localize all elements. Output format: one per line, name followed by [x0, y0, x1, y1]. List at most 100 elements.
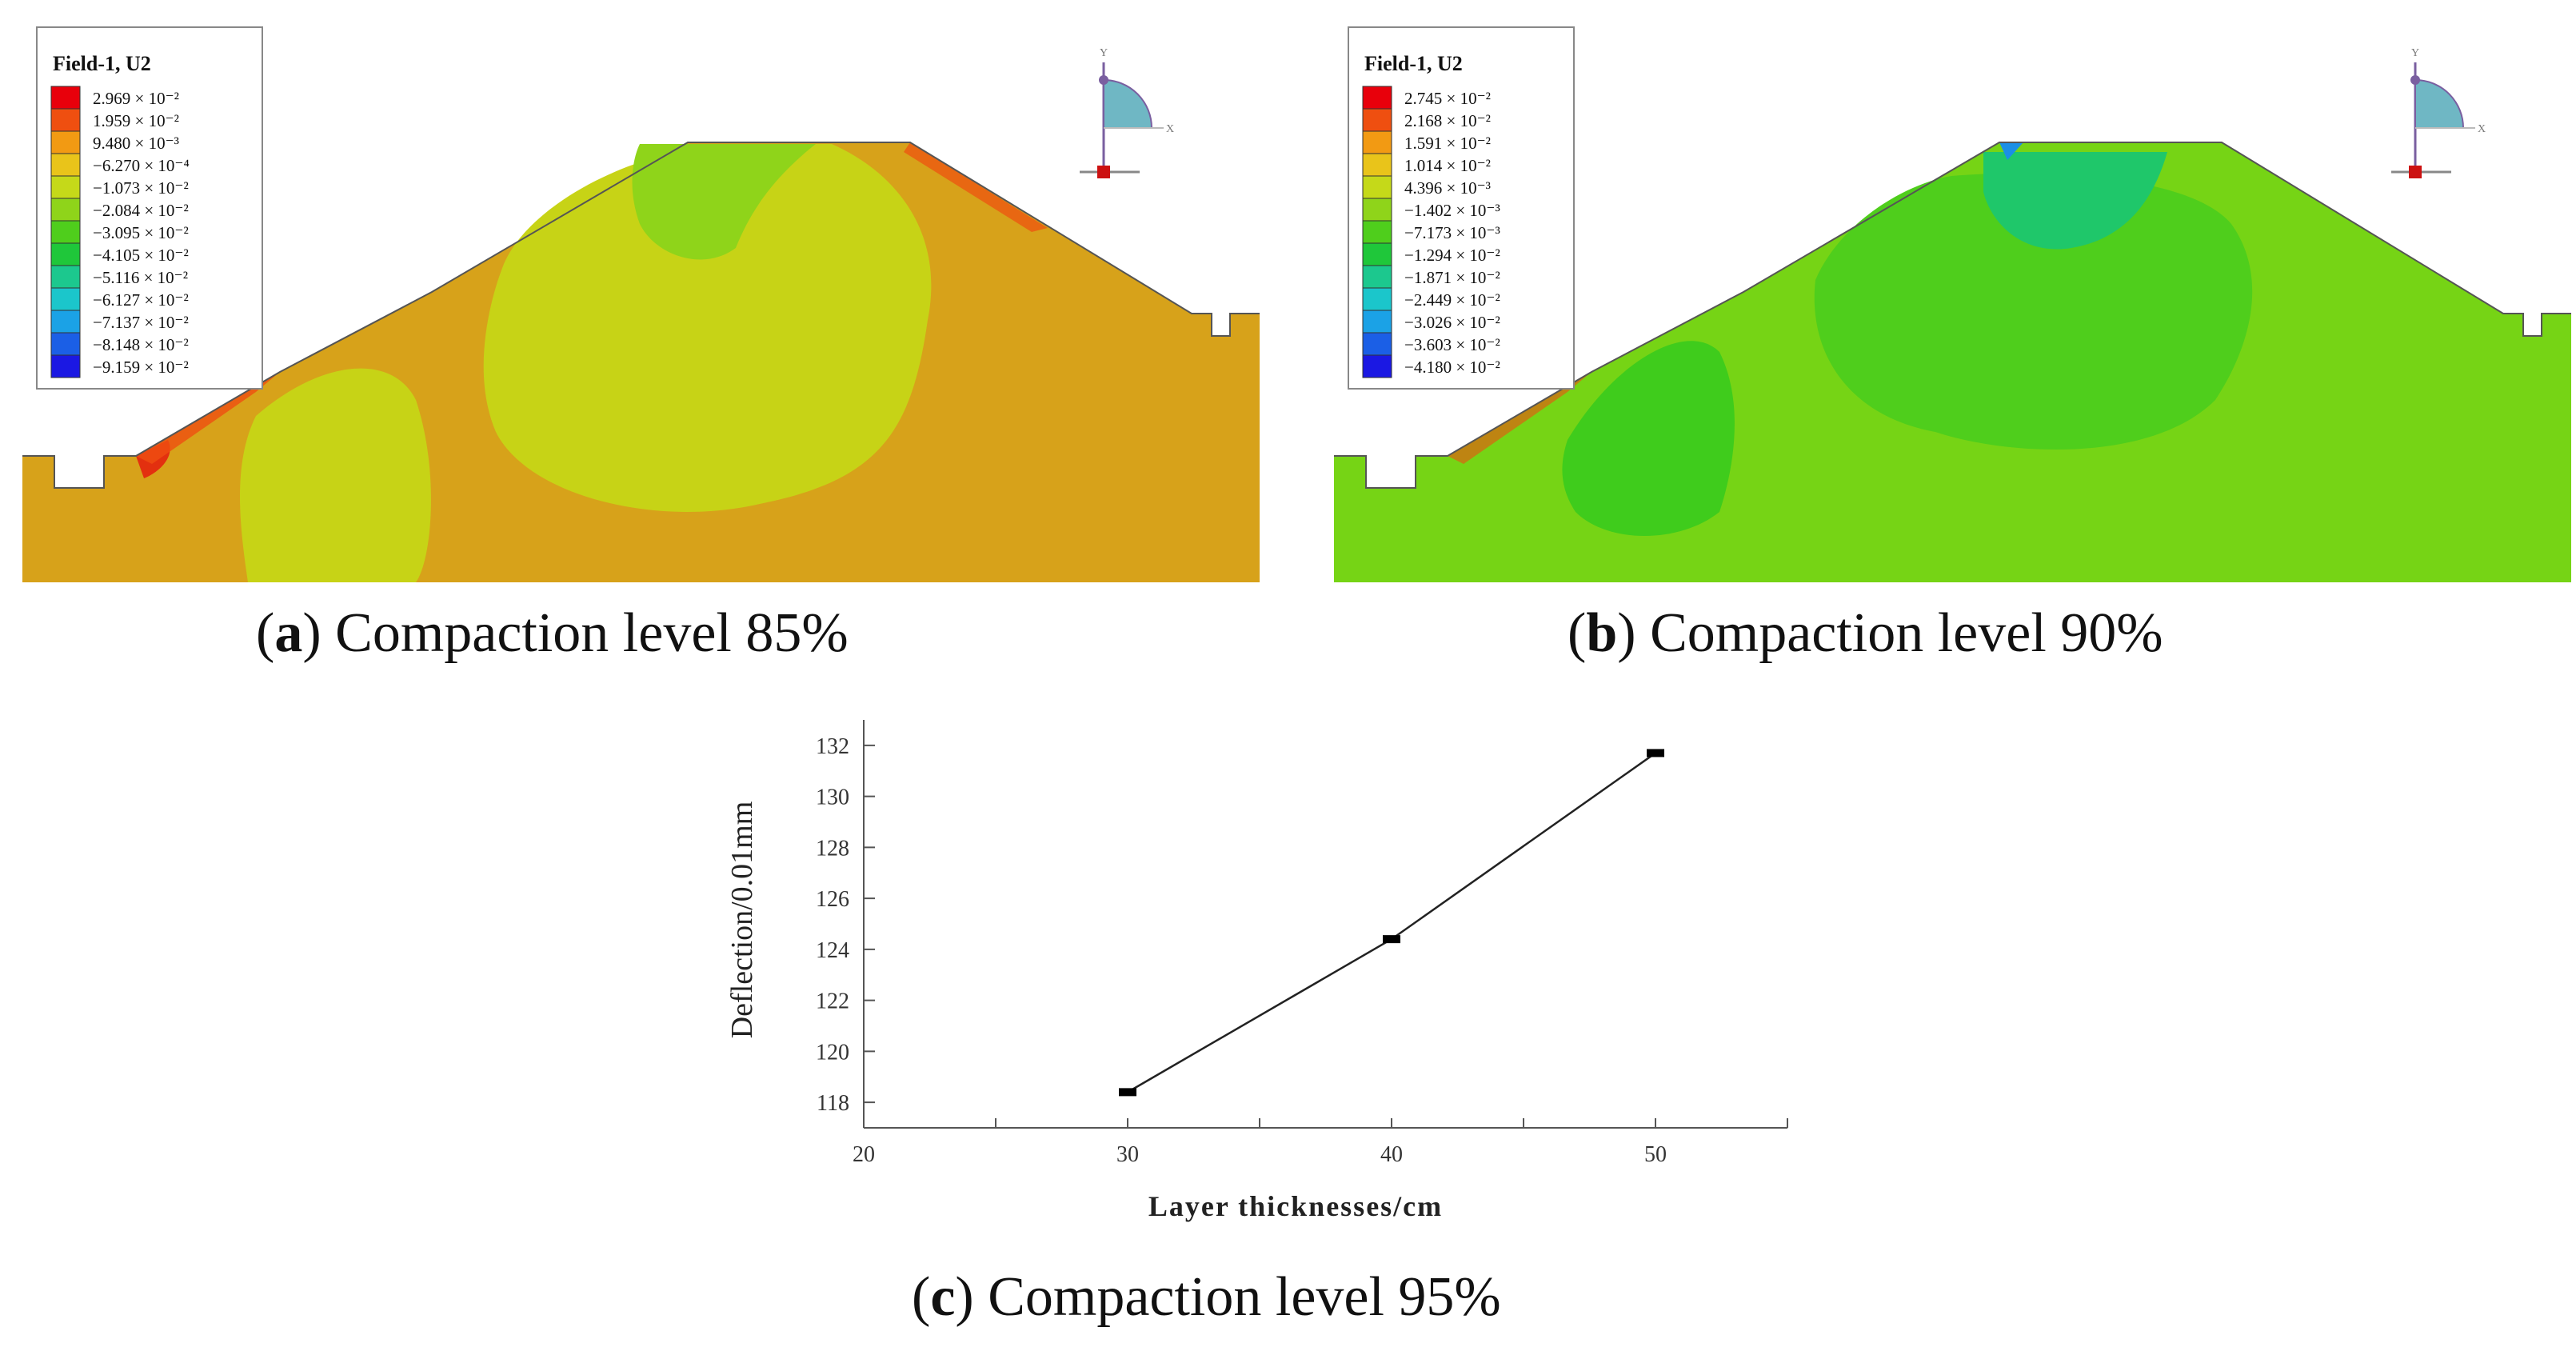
- legend-value: −2.449 × 10⁻²: [1404, 290, 1500, 310]
- caption-text: Compaction level 90%: [1650, 602, 2163, 664]
- legend-swatch: [1362, 86, 1392, 110]
- legend-swatch: [50, 332, 81, 356]
- caption-a: (a) Compaction level 85%: [256, 602, 849, 664]
- contour-zone: [1999, 142, 2023, 160]
- caption-text: Compaction level 95%: [988, 1266, 1501, 1328]
- embankment-outline: [1334, 142, 2571, 489]
- contour-zone: [1814, 173, 2253, 450]
- contour-zone: [1562, 341, 1735, 536]
- legend-value: 9.480 × 10⁻³: [93, 134, 179, 153]
- caption-letter: b: [1586, 602, 1618, 664]
- caption-letter: a: [274, 602, 303, 664]
- line-chart-panel: 118 120 122 124 126 128 130 132 20 30 40 50 Deflect…: [704, 704, 1855, 1264]
- y-tick-label: 126: [816, 887, 849, 912]
- caption-c: (c) Compaction level 95%: [912, 1266, 1501, 1328]
- legend-value: 2.745 × 10⁻²: [1404, 89, 1491, 108]
- legend-value: −9.159 × 10⁻²: [93, 358, 189, 377]
- legend-swatch: [50, 153, 81, 177]
- caption-letter: c: [930, 1266, 956, 1328]
- legend-swatch: [1362, 265, 1392, 289]
- legend-value: −4.105 × 10⁻²: [93, 246, 189, 265]
- contour-panel-b: Field-1, U2 2.745 × 10⁻² 2.168 × 10⁻² 1.59…: [1328, 16, 2571, 592]
- legend-swatch: [1362, 242, 1392, 266]
- axis-triad-a: Y X: [1080, 47, 1174, 178]
- y-tick-label: 124: [816, 938, 849, 963]
- legend-swatch: [1362, 198, 1392, 222]
- y-axis-label: Deflection/0.01mm: [725, 801, 759, 1039]
- legend-swatch: [1362, 287, 1392, 311]
- legend-value: −3.026 × 10⁻²: [1404, 313, 1500, 332]
- x-tick-label: 30: [1116, 1142, 1139, 1167]
- contour-zone: [240, 368, 431, 582]
- legend-swatch: [1362, 220, 1392, 244]
- y-tick-label: 130: [816, 785, 849, 810]
- legend-swatch: [1362, 130, 1392, 154]
- series-line: [1127, 752, 1656, 1093]
- legend-value: −6.270 × 10⁻⁴: [93, 156, 190, 175]
- legend-swatch: [50, 108, 81, 132]
- legend-value: −3.603 × 10⁻²: [1404, 335, 1500, 354]
- legend-swatch: [1362, 354, 1392, 378]
- y-tick-label: 120: [816, 1040, 849, 1065]
- legend-a: Field-1, U2 2.969 × 10⁻² 1.959 × 10⁻² 9.48…: [36, 26, 263, 390]
- legend-value: −1.073 × 10⁻²: [93, 178, 189, 198]
- legend-swatch: [1362, 108, 1392, 132]
- legend-value: −8.148 × 10⁻²: [93, 335, 189, 354]
- triad-x-label: X: [2478, 123, 2486, 135]
- legend-swatch: [50, 220, 81, 244]
- legend-swatch: [50, 287, 81, 311]
- data-point: [1383, 935, 1400, 944]
- contour-zone: [632, 144, 816, 260]
- x-tick-label: 50: [1644, 1142, 1667, 1167]
- legend-value: −3.095 × 10⁻²: [93, 223, 189, 242]
- legend-value: −6.127 × 10⁻²: [93, 290, 189, 310]
- legend-swatch: [50, 86, 81, 110]
- legend-value: −1.871 × 10⁻²: [1404, 268, 1500, 287]
- legend-value: −5.116 × 10⁻²: [93, 268, 188, 287]
- legend-swatch: [1362, 153, 1392, 177]
- caption-b: (b) Compaction level 90%: [1568, 602, 2163, 664]
- legend-swatch: [1362, 175, 1392, 199]
- legend-swatch: [50, 175, 81, 199]
- contour-zone: [136, 372, 280, 464]
- legend-title: Field-1, U2: [1364, 52, 1463, 75]
- triad-x-label: X: [1166, 123, 1174, 135]
- caption-text: Compaction level 85%: [335, 602, 849, 664]
- data-point: [1119, 1088, 1136, 1097]
- deflection-line-chart: 118 120 122 124 126 128 130 132 20 30 40 50 Deflect…: [725, 720, 1788, 1222]
- embankment-outline: [22, 142, 1260, 489]
- y-tick-label: 122: [816, 989, 849, 1014]
- legend-swatch: [50, 130, 81, 154]
- legend-swatch: [1362, 332, 1392, 356]
- contour-zone: [904, 142, 1048, 232]
- legend-value: −7.137 × 10⁻²: [93, 313, 189, 332]
- legend-swatch: [50, 198, 81, 222]
- legend-value: −4.180 × 10⁻²: [1404, 358, 1500, 377]
- contour-plot-a: Field-1, U2 2.969 × 10⁻² 1.959 × 10⁻² 9.48…: [22, 26, 1260, 582]
- y-tick-label: 118: [817, 1091, 849, 1116]
- legend-swatch: [1362, 310, 1392, 334]
- legend-value: 2.168 × 10⁻²: [1404, 111, 1491, 130]
- legend-value: −1.294 × 10⁻²: [1404, 246, 1500, 265]
- contour-zone: [1983, 152, 2167, 250]
- legend-b: Field-1, U2 2.745 × 10⁻² 2.168 × 10⁻² 1.59…: [1348, 26, 1575, 390]
- contour-zone: [483, 144, 932, 512]
- legend-value: 4.396 × 10⁻³: [1404, 178, 1491, 198]
- legend-swatch: [50, 310, 81, 334]
- data-point: [1647, 749, 1664, 757]
- x-tick-label: 40: [1380, 1142, 1403, 1167]
- legend-value: −7.173 × 10⁻³: [1404, 223, 1500, 242]
- legend-value: 1.959 × 10⁻²: [93, 111, 179, 130]
- legend-value: −2.084 × 10⁻²: [93, 201, 189, 220]
- y-tick-label: 132: [816, 734, 849, 759]
- legend-value: 1.591 × 10⁻²: [1404, 134, 1491, 153]
- legend-title: Field-1, U2: [53, 52, 151, 75]
- y-tick-label: 128: [816, 836, 849, 861]
- axis-triad-b: Y X: [2391, 47, 2486, 178]
- triad-y-label: Y: [2411, 47, 2419, 59]
- legend-value: 1.014 × 10⁻²: [1404, 156, 1491, 175]
- legend-value: 2.969 × 10⁻²: [93, 89, 179, 108]
- x-tick-label: 20: [853, 1142, 875, 1167]
- triad-y-label: Y: [1100, 47, 1108, 59]
- legend-swatch: [50, 354, 81, 378]
